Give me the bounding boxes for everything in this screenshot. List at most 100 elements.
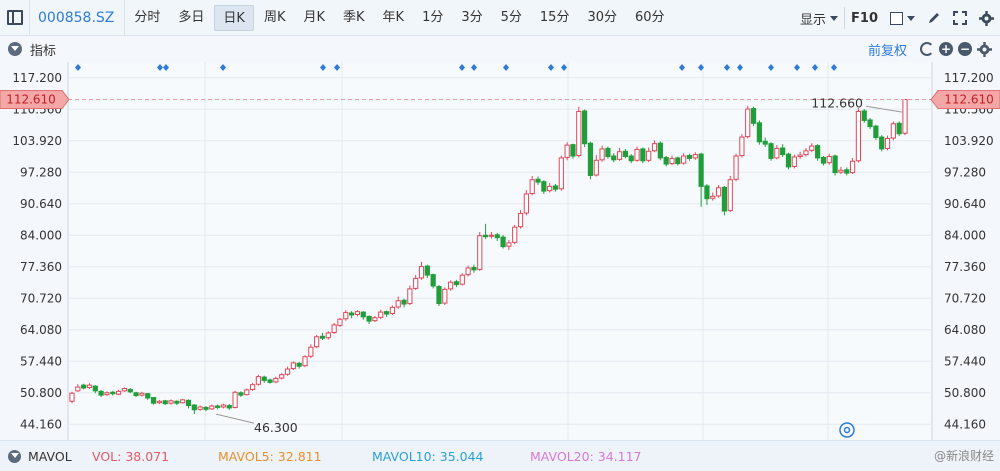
period-tab[interactable]: 1分 [422,9,444,25]
candle [879,135,885,152]
period-tabs: 分时 多日 日K 周K 月K 季K 年K 1分 3分 5分 15分 30分 60分 [125,0,673,36]
period-tab[interactable]: 年K [382,9,405,25]
candle [424,264,430,278]
period-tab[interactable]: 多日 [178,9,205,25]
candle [284,366,291,376]
candle [127,388,133,394]
candle [832,154,838,176]
period-tab[interactable]: 3分 [461,9,483,25]
candle-body [343,312,349,320]
event-marker-icon [561,64,567,71]
candle-body [145,393,151,399]
y-tick-label-left: 70.720 [20,291,62,305]
period-tab[interactable]: 季K [343,9,365,25]
collapse-icon[interactable] [8,42,22,56]
candle-body [273,378,279,383]
y-tick-label-right: 103.920 [944,134,994,148]
y-tick-label-left: 57.440 [20,354,62,368]
period-tab[interactable]: 5分 [500,9,522,25]
stock-code[interactable]: 000858.SZ [30,0,126,36]
candle [162,399,168,406]
candle-body [582,110,588,145]
candle [133,391,139,398]
y-tick-label-right: 44.160 [944,417,986,431]
candle [482,223,489,240]
y-tick-label-right: 84.000 [944,228,986,242]
candle-body [226,405,232,409]
candle [512,224,518,245]
zoom-out-icon[interactable]: − [958,42,972,56]
candle [820,156,827,166]
candle [418,261,425,280]
period-tab[interactable]: 30分 [587,9,617,25]
candle [640,147,646,164]
collapse-icon[interactable] [8,450,21,463]
period-tab[interactable]: 日K [214,4,254,31]
period-tab[interactable]: 周K [263,9,286,25]
candle [686,153,693,161]
candle-body [587,142,594,176]
zoom-in-icon[interactable]: + [939,42,953,56]
candle-body [698,153,704,187]
candle [739,134,745,158]
indicator-label[interactable]: 指标 [30,43,57,59]
candle [884,135,891,151]
candle [582,109,588,148]
period-tab[interactable]: 15分 [539,9,570,25]
candle [81,383,87,390]
candle-body [890,123,896,139]
candle-body [849,160,856,174]
candle-body [628,155,634,162]
candle-body [209,405,215,410]
price-tag-text: 112.610 [944,93,994,107]
candle [494,232,500,241]
period-tab[interactable]: 分时 [134,9,161,25]
candle [733,153,739,182]
y-tick-label-left: 77.360 [20,260,62,274]
watermark: @新浪财经 [933,449,994,463]
period-tab[interactable]: 60分 [635,9,665,25]
candle-body [826,156,832,164]
candle-body [675,157,681,165]
y-tick-label-right: 90.640 [944,197,986,211]
candle-body [261,376,267,381]
candle [669,155,675,166]
display-menu[interactable]: 显示 [794,0,844,36]
candle [855,108,861,163]
candle [634,146,640,162]
candle [902,99,908,136]
draw-tool-button[interactable] [921,0,947,36]
y-tick-label-left: 90.640 [20,197,62,211]
candle-body [75,386,81,392]
period-tab[interactable]: 月K [303,9,325,25]
candle [663,156,669,167]
candle [191,404,197,415]
event-marker-icon [334,64,340,71]
candle [255,374,262,386]
adjust-mode-button[interactable]: 前复权 [867,43,907,59]
low-label: 46.300 [254,420,298,435]
candle [448,280,454,291]
f10-button[interactable]: F10 [851,10,878,26]
candle-body [611,155,617,161]
candle [442,287,448,305]
candle-body [523,193,529,214]
reset-icon[interactable] [920,42,934,56]
settings-button[interactable] [973,0,1000,36]
candle-body [279,374,285,379]
layout-toggle-icon[interactable] [0,0,30,36]
candle [710,192,716,201]
chart-type-select[interactable] [884,0,921,36]
candle-body [98,390,104,396]
fullscreen-button[interactable] [947,0,973,36]
mavol-label[interactable]: MAVOL [28,448,72,464]
candle [104,391,110,397]
candle-body [471,267,477,271]
event-marker-icon [698,64,704,71]
candle-body [535,178,541,183]
gear-icon[interactable] [977,41,992,57]
event-marker-icon [831,64,837,71]
candle-body [401,299,407,305]
